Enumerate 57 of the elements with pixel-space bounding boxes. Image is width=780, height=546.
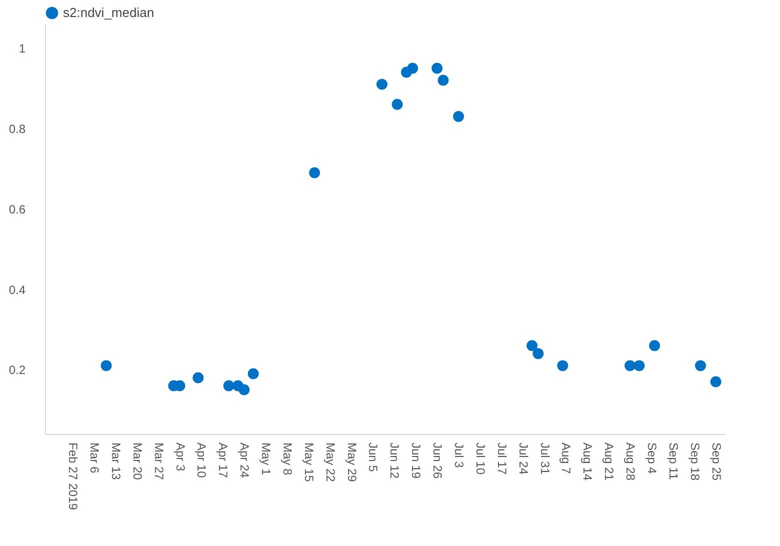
point bbox=[223, 380, 234, 392]
x-tick-label: Aug 21 bbox=[602, 442, 616, 481]
point bbox=[526, 340, 538, 352]
x-tick-label: Sep 18 bbox=[688, 442, 702, 481]
x-tick-label: Aug 14 bbox=[580, 442, 595, 481]
point bbox=[710, 376, 722, 388]
point bbox=[248, 368, 259, 380]
point bbox=[624, 360, 636, 372]
y-tick-label: 0.4 bbox=[8, 282, 26, 297]
x-tick-label: May 15 bbox=[302, 442, 316, 482]
point bbox=[649, 340, 660, 352]
x-tick-label: Apr 10 bbox=[194, 442, 209, 478]
x-tick-label: Apr 24 bbox=[238, 442, 252, 478]
point bbox=[432, 62, 443, 74]
x-tick-label: Mar 6 bbox=[88, 442, 102, 474]
x-tick-label: Sep 25 bbox=[709, 442, 724, 481]
x-tick-label: Apr 17 bbox=[216, 442, 230, 478]
point bbox=[634, 360, 645, 372]
point bbox=[392, 98, 403, 110]
x-tick-label: Jun 12 bbox=[388, 442, 402, 479]
x-tick-label: Jul 10 bbox=[473, 442, 488, 475]
x-tick-label: Mar 27 bbox=[152, 442, 166, 480]
point bbox=[453, 110, 464, 122]
point bbox=[695, 360, 706, 372]
point bbox=[192, 372, 204, 384]
point bbox=[557, 360, 568, 372]
y-tick-label: 0.6 bbox=[8, 202, 26, 216]
point bbox=[100, 360, 112, 372]
y-tick-label: 0.8 bbox=[8, 122, 26, 136]
x-tick-label: May 29 bbox=[344, 442, 359, 482]
x-tick-label: Aug 28 bbox=[624, 442, 638, 481]
x-tick-label: Mar 20 bbox=[130, 442, 144, 480]
x-tick-label: Jul 31 bbox=[538, 442, 552, 475]
x-tick-label: May 8 bbox=[280, 442, 294, 476]
x-tick-label: Sep 4 bbox=[644, 442, 659, 474]
point bbox=[238, 384, 250, 396]
x-tick-label: Jul 17 bbox=[494, 442, 509, 475]
x-tick-label: Jul 3 bbox=[452, 442, 466, 468]
x-tick-label: Mar 13 bbox=[108, 442, 123, 480]
x-tick-label: May 22 bbox=[323, 442, 338, 482]
x-tick-label: Jul 24 bbox=[516, 442, 530, 475]
y-tick-label: 0.2 bbox=[8, 363, 26, 378]
x-tick-label: Apr 3 bbox=[173, 442, 188, 472]
point bbox=[438, 74, 449, 86]
point bbox=[376, 78, 388, 90]
x-tick-label: Aug 7 bbox=[559, 442, 574, 474]
point bbox=[407, 62, 418, 74]
x-tick-label: Jun 26 bbox=[430, 442, 445, 479]
y-tick-label: 1 bbox=[18, 42, 26, 56]
legend-label: s2:ndvi_median bbox=[63, 5, 154, 20]
x-tick-label: Sep 11 bbox=[666, 442, 680, 480]
x-tick-label: Feb 27 2019 bbox=[66, 442, 80, 510]
x-tick-label: Jun 19 bbox=[409, 442, 424, 479]
point bbox=[532, 348, 544, 360]
x-tick-label: Jun 5 bbox=[366, 442, 380, 472]
point bbox=[309, 167, 320, 178]
x-tick-label: May 1 bbox=[259, 442, 274, 476]
